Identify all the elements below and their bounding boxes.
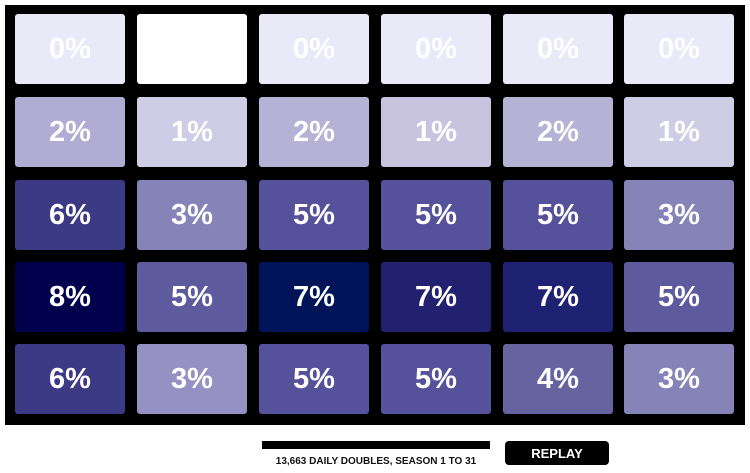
heatmap-cell: 5%: [503, 180, 613, 250]
progress-bar: [262, 441, 490, 449]
heatmap-cell: 5%: [259, 180, 369, 250]
heatmap-cell: 0%: [503, 14, 613, 84]
heatmap-cell: 5%: [137, 262, 247, 332]
heatmap-board: 0% 0% 0% 0% 0% 2% 1% 2% 1% 2% 1% 6% 3% 5% 5% 5% 3% 8% 5% 7%…: [5, 5, 745, 425]
caption: 13,663 DAILY DOUBLES, SEASON 1 TO 31: [275, 456, 477, 467]
heatmap-cell: 6%: [15, 344, 125, 414]
heatmap-cell: 1%: [624, 97, 734, 167]
heatmap-cell: 2%: [259, 97, 369, 167]
heatmap-cell: 0%: [259, 14, 369, 84]
heatmap-cell: 4%: [503, 344, 613, 414]
progress-fill: [262, 441, 490, 449]
heatmap-cell: [137, 14, 247, 84]
heatmap-cell: 7%: [259, 262, 369, 332]
heatmap-cell: 8%: [15, 262, 125, 332]
heatmap-cell: 7%: [381, 262, 491, 332]
heatmap-cell: 2%: [503, 97, 613, 167]
heatmap-cell: 5%: [259, 344, 369, 414]
heatmap-cell: 0%: [381, 14, 491, 84]
heatmap-cell: 1%: [137, 97, 247, 167]
heatmap-cell: 3%: [137, 344, 247, 414]
heatmap-cell: 6%: [15, 180, 125, 250]
heatmap-cell: 5%: [624, 262, 734, 332]
heatmap-cell: 2%: [15, 97, 125, 167]
heatmap-cell: 5%: [381, 344, 491, 414]
heatmap-cell: 5%: [381, 180, 491, 250]
heatmap-cell: 0%: [624, 14, 734, 84]
heatmap-cell: 3%: [624, 344, 734, 414]
heatmap-cell: 1%: [381, 97, 491, 167]
heatmap-cell: 3%: [624, 180, 734, 250]
heatmap-cell: 0%: [15, 14, 125, 84]
heatmap-cell: 7%: [503, 262, 613, 332]
heatmap-cell: 3%: [137, 180, 247, 250]
replay-button[interactable]: REPLAY: [505, 441, 609, 465]
